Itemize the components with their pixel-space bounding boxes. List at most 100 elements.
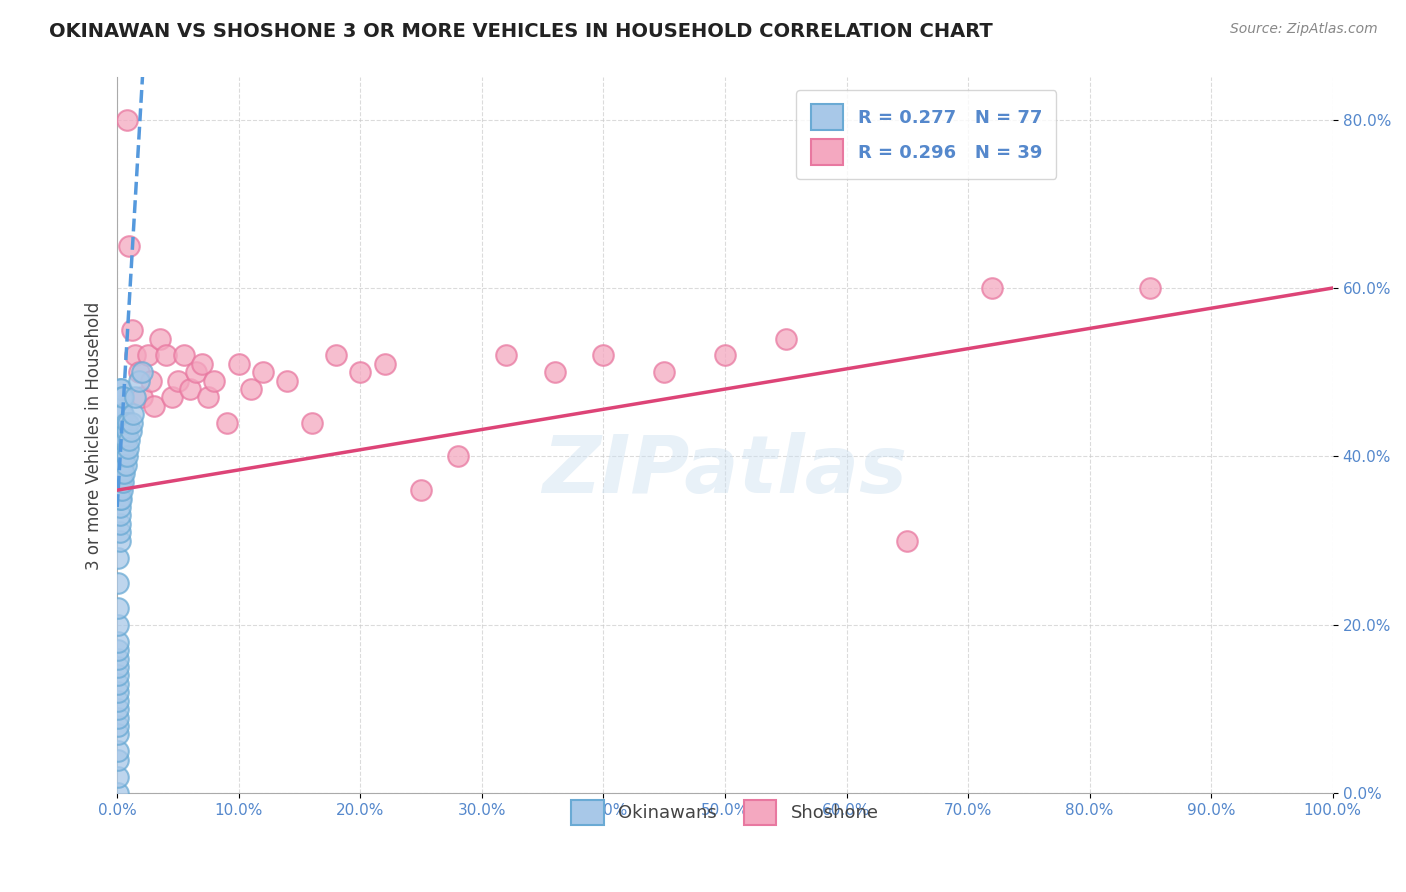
Point	[108, 458, 131, 472]
Point	[112, 441, 135, 455]
Text: ZIPatlas: ZIPatlas	[543, 433, 907, 510]
Point	[114, 416, 136, 430]
Point	[131, 391, 153, 405]
Point	[108, 467, 131, 481]
Point	[121, 416, 143, 430]
Point	[173, 348, 195, 362]
Point	[107, 753, 129, 767]
Point	[149, 332, 172, 346]
Point	[115, 450, 138, 464]
Point	[111, 424, 134, 438]
Point	[107, 651, 129, 665]
Point	[107, 668, 129, 682]
Point	[108, 491, 131, 506]
Point	[108, 408, 131, 422]
Point	[112, 475, 135, 489]
Point	[714, 348, 737, 362]
Point	[117, 416, 139, 430]
Point	[325, 348, 347, 362]
Point	[122, 408, 145, 422]
Point	[108, 450, 131, 464]
Point	[110, 475, 132, 489]
Point	[301, 416, 323, 430]
Point	[131, 365, 153, 379]
Point	[117, 441, 139, 455]
Point	[124, 391, 146, 405]
Point	[110, 450, 132, 464]
Point	[349, 365, 371, 379]
Point	[107, 575, 129, 590]
Point	[108, 441, 131, 455]
Point	[775, 332, 797, 346]
Point	[108, 533, 131, 548]
Point	[981, 281, 1004, 295]
Point	[107, 601, 129, 615]
Point	[112, 458, 135, 472]
Point	[112, 408, 135, 422]
Y-axis label: 3 or more Vehicles in Household: 3 or more Vehicles in Household	[86, 301, 103, 569]
Point	[108, 382, 131, 396]
Point	[167, 374, 190, 388]
Point	[111, 441, 134, 455]
Point	[107, 677, 129, 691]
Point	[108, 416, 131, 430]
Point	[191, 357, 214, 371]
Point	[228, 357, 250, 371]
Text: OKINAWAN VS SHOSHONE 3 OR MORE VEHICLES IN HOUSEHOLD CORRELATION CHART: OKINAWAN VS SHOSHONE 3 OR MORE VEHICLES …	[49, 22, 993, 41]
Point	[592, 348, 614, 362]
Point	[110, 408, 132, 422]
Point	[108, 516, 131, 531]
Point	[115, 424, 138, 438]
Point	[179, 382, 201, 396]
Point	[276, 374, 298, 388]
Point	[108, 433, 131, 447]
Point	[896, 533, 918, 548]
Point	[108, 475, 131, 489]
Point	[115, 112, 138, 127]
Text: Source: ZipAtlas.com: Source: ZipAtlas.com	[1230, 22, 1378, 37]
Point	[107, 727, 129, 741]
Point	[108, 399, 131, 413]
Point	[107, 685, 129, 699]
Point	[197, 391, 219, 405]
Point	[1139, 281, 1161, 295]
Point	[114, 450, 136, 464]
Point	[108, 508, 131, 523]
Point	[111, 408, 134, 422]
Point	[141, 374, 163, 388]
Point	[110, 491, 132, 506]
Point	[120, 424, 142, 438]
Point	[107, 770, 129, 784]
Point	[111, 391, 134, 405]
Point	[108, 424, 131, 438]
Point	[495, 348, 517, 362]
Point	[107, 660, 129, 674]
Point	[114, 467, 136, 481]
Point	[114, 433, 136, 447]
Point	[155, 348, 177, 362]
Point	[107, 694, 129, 708]
Point	[107, 744, 129, 758]
Point	[239, 382, 262, 396]
Point	[544, 365, 567, 379]
Point	[124, 348, 146, 362]
Point	[160, 391, 183, 405]
Point	[110, 458, 132, 472]
Point	[118, 239, 141, 253]
Legend: Okinawans, Shoshone: Okinawans, Shoshone	[562, 791, 887, 834]
Point	[121, 323, 143, 337]
Point	[114, 458, 136, 472]
Point	[107, 786, 129, 800]
Point	[111, 467, 134, 481]
Point	[252, 365, 274, 379]
Point	[108, 483, 131, 497]
Point	[215, 416, 238, 430]
Point	[107, 643, 129, 657]
Point	[204, 374, 226, 388]
Point	[110, 433, 132, 447]
Point	[107, 710, 129, 724]
Point	[142, 399, 165, 413]
Point	[136, 348, 159, 362]
Point	[108, 525, 131, 540]
Point	[110, 399, 132, 413]
